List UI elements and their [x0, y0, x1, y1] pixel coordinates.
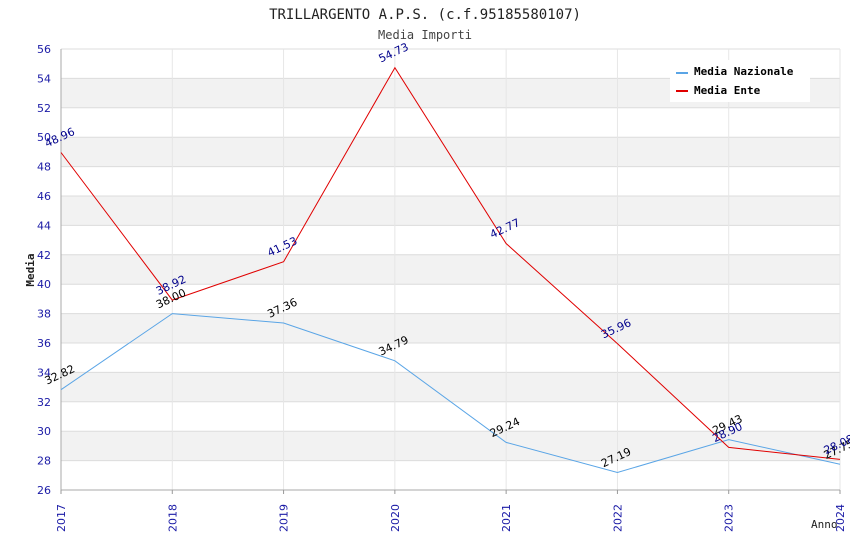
y-tick-label: 50: [37, 131, 51, 144]
y-tick-label: 46: [37, 190, 51, 203]
y-axis-label: Media: [24, 253, 37, 286]
x-tick-label: 2024: [834, 504, 847, 532]
x-tick-label: 2017: [55, 504, 68, 532]
chart-title: TRILLARGENTO A.P.S. (c.f.95185580107): [269, 7, 581, 23]
x-axis-label: Anno: [811, 518, 838, 531]
y-tick-label: 40: [37, 278, 51, 291]
y-tick-label: 42: [37, 249, 51, 262]
y-tick-label: 30: [37, 425, 51, 438]
series-lines: [60, 66, 841, 474]
y-tick-label: 26: [37, 484, 51, 497]
grid-band: [61, 254, 840, 285]
series-line-media-ente: [60, 66, 841, 460]
y-tick-label: 32: [37, 396, 51, 409]
legend-label-media-ente: Media Ente: [694, 84, 761, 97]
y-tick-label: 52: [37, 102, 51, 115]
x-tick-label: 2019: [278, 504, 291, 532]
grid-band: [61, 431, 840, 461]
grid-band: [61, 372, 840, 402]
x-tick-label: 2018: [166, 504, 179, 532]
x-axis-ticks: 2017 2018 2019 2020 2021 2022 2023 2024: [55, 490, 847, 532]
x-tick-label: 2023: [723, 504, 736, 532]
axes: [60, 49, 840, 491]
plot-background-bands: [61, 78, 840, 461]
grid-band: [61, 196, 840, 226]
y-tick-label: 28: [37, 455, 51, 468]
y-tick-label: 34: [37, 366, 51, 379]
x-tick-label: 2022: [611, 504, 624, 532]
grid-band: [61, 137, 840, 167]
chart-subtitle: Media Importi: [378, 28, 472, 42]
x-tick-label: 2020: [389, 504, 402, 532]
legend-label-media-nazionale: Media Nazionale: [694, 65, 794, 78]
legend: Media Nazionale Media Ente: [670, 60, 810, 102]
y-tick-label: 44: [37, 219, 51, 232]
grid-band: [61, 313, 840, 343]
y-tick-label: 36: [37, 337, 51, 350]
y-axis-ticks: 26 28 30 32 34 36 38 40 42 44 46 48 50 52 54 56: [37, 43, 51, 497]
y-tick-label: 54: [37, 72, 51, 85]
y-tick-label: 38: [37, 308, 51, 321]
y-tick-label: 56: [37, 43, 51, 56]
series-line-media-nazionale: [60, 313, 841, 474]
y-tick-label: 48: [37, 161, 51, 174]
x-tick-label: 2021: [500, 504, 513, 532]
